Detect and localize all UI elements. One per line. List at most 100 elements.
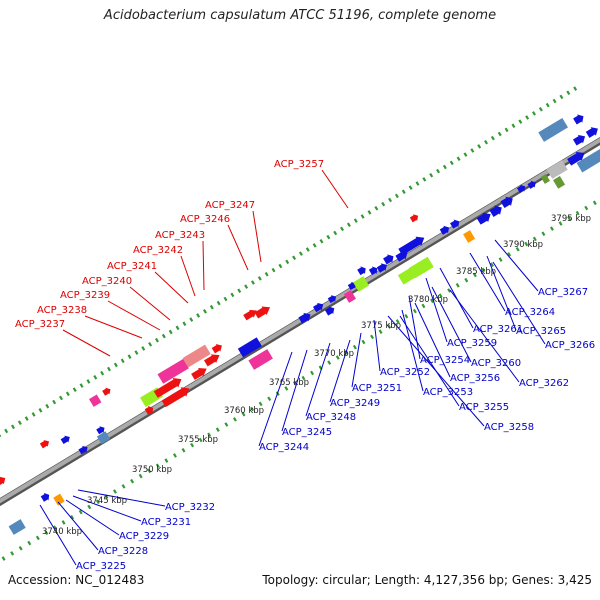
tick-mark bbox=[463, 152, 468, 157]
tick-mark bbox=[93, 375, 98, 380]
tick-mark bbox=[121, 484, 126, 489]
tick-mark bbox=[472, 272, 477, 278]
scale-label: 3765 kbp bbox=[269, 378, 309, 388]
gene-feature bbox=[489, 205, 502, 217]
gene-label: ACP_3240 bbox=[82, 276, 132, 287]
gene-feature bbox=[243, 309, 257, 321]
tick-mark bbox=[394, 193, 399, 199]
gene-feature bbox=[553, 176, 566, 189]
gene-label: ACP_3267 bbox=[538, 287, 588, 298]
gene-feature bbox=[191, 367, 207, 380]
tick-mark bbox=[541, 231, 546, 237]
topology-label: Topology: circular; Length: 4,127,356 bp… bbox=[262, 573, 592, 587]
tick-mark bbox=[189, 317, 194, 322]
tick-mark bbox=[215, 427, 220, 432]
tick-mark bbox=[511, 123, 516, 129]
tick-mark bbox=[429, 172, 434, 178]
gene-feature bbox=[573, 114, 584, 125]
gene-feature bbox=[476, 212, 491, 225]
tick-mark bbox=[112, 489, 117, 494]
tick-mark bbox=[148, 342, 153, 347]
tick-mark bbox=[53, 525, 57, 530]
tick-mark bbox=[477, 144, 482, 149]
gene-feature bbox=[463, 230, 476, 243]
tick-mark bbox=[52, 399, 57, 405]
tick-mark bbox=[292, 255, 297, 261]
gene-label: ACP_3256 bbox=[450, 373, 500, 384]
tick-mark bbox=[573, 86, 578, 91]
gene-label: ACP_3264 bbox=[505, 307, 555, 318]
gene-label: ACP_3249 bbox=[330, 398, 380, 409]
gene-label: ACP_3247 bbox=[205, 200, 255, 211]
tick-mark bbox=[532, 111, 536, 116]
gene-label: ACP_3242 bbox=[133, 245, 183, 256]
tick-mark bbox=[223, 296, 228, 302]
gene-feature bbox=[357, 266, 366, 276]
gene-label: ACP_3245 bbox=[282, 427, 332, 438]
tick-mark bbox=[367, 210, 372, 215]
gene-label: ACP_3238 bbox=[37, 305, 87, 316]
tick-mark bbox=[490, 262, 494, 267]
tick-mark bbox=[72, 387, 77, 392]
tick-mark bbox=[422, 177, 427, 182]
gene-label: ACP_3232 bbox=[165, 502, 215, 513]
tick-mark bbox=[361, 339, 366, 345]
scale-label: 3775 kbp bbox=[361, 321, 401, 331]
tick-mark bbox=[285, 259, 290, 265]
tick-mark bbox=[230, 292, 235, 298]
tick-mark bbox=[326, 234, 331, 240]
gene-feature bbox=[585, 127, 598, 138]
tick-mark bbox=[271, 267, 276, 273]
gene-feature bbox=[157, 358, 189, 384]
tick-mark bbox=[45, 403, 50, 409]
gene-feature bbox=[527, 180, 536, 189]
tick-mark bbox=[44, 530, 49, 536]
tick-mark bbox=[250, 406, 255, 412]
gene-feature bbox=[182, 344, 211, 368]
tick-mark bbox=[381, 201, 386, 207]
tick-mark bbox=[113, 362, 118, 368]
scale-label: 3770 kbp bbox=[314, 349, 354, 359]
tick-mark bbox=[353, 218, 358, 223]
gene-label: ACP_3251 bbox=[352, 383, 402, 394]
tick-mark bbox=[455, 283, 460, 288]
tick-mark bbox=[592, 200, 597, 206]
tick-mark bbox=[120, 358, 125, 364]
gene-feature bbox=[546, 160, 568, 179]
tick-mark bbox=[388, 197, 393, 203]
tick-mark bbox=[284, 386, 289, 391]
gene-label: ACP_3243 bbox=[155, 230, 205, 241]
tick-marks bbox=[0, 86, 597, 561]
tick-mark bbox=[312, 243, 317, 248]
gene-feature bbox=[343, 290, 356, 303]
gene-feature bbox=[376, 263, 387, 273]
tick-mark bbox=[35, 535, 40, 541]
tick-mark bbox=[310, 370, 315, 376]
scale-label: 3780 kbp bbox=[408, 295, 448, 305]
gene-label: ACP_3257 bbox=[274, 159, 324, 170]
tick-mark bbox=[335, 355, 340, 360]
tick-mark bbox=[95, 499, 100, 505]
scale-label: 3795 kbp bbox=[551, 214, 591, 224]
gene-labels[interactable]: ACP_3257 ACP_3247 ACP_3246 ACP_3243 ACP_3242… bbox=[15, 159, 595, 572]
tick-mark bbox=[415, 181, 420, 186]
tick-mark bbox=[59, 395, 63, 401]
tick-mark bbox=[319, 238, 324, 244]
tick-mark bbox=[558, 221, 563, 226]
tick-mark bbox=[352, 344, 357, 350]
tick-mark bbox=[340, 226, 345, 232]
tick-mark bbox=[155, 337, 159, 343]
tick-mark bbox=[525, 115, 530, 120]
gene-features[interactable] bbox=[0, 112, 600, 535]
tick-mark bbox=[27, 540, 32, 546]
gene-label: ACP_3237 bbox=[15, 319, 65, 330]
tick-mark bbox=[430, 298, 434, 304]
tick-mark bbox=[490, 135, 495, 141]
tick-mark bbox=[198, 437, 203, 443]
tick-mark bbox=[575, 210, 580, 216]
tick-mark bbox=[31, 412, 36, 417]
gene-label: ACP_3255 bbox=[459, 402, 509, 413]
tick-mark bbox=[65, 391, 70, 397]
tick-mark bbox=[370, 334, 375, 340]
